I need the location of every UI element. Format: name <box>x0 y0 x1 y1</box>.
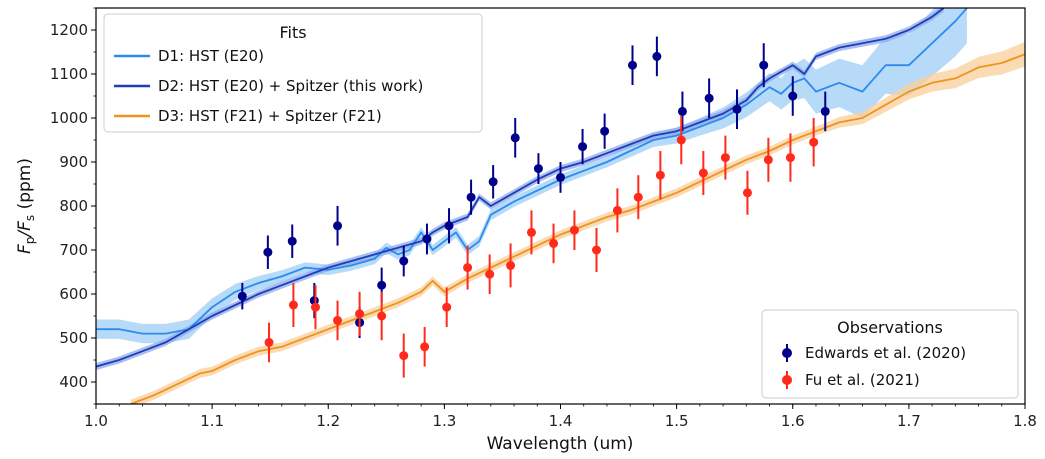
y-tick-label: 800 <box>59 197 88 215</box>
observation-point-1 <box>263 247 273 257</box>
observation-point-2 <box>633 192 643 202</box>
model-line-1 <box>96 8 968 335</box>
y-axis-ticks: 400 500 600 700 800 900 1000 1100 1200 <box>50 7 96 405</box>
observation-point-2 <box>809 137 819 147</box>
observation-point-2 <box>569 225 579 235</box>
observation-point-2 <box>785 153 795 163</box>
observation-point-1 <box>600 126 610 136</box>
observation-point-2 <box>720 153 730 163</box>
observation-point-1 <box>704 93 714 103</box>
observation-point-1 <box>466 192 476 202</box>
x-tick-label: 1.7 <box>897 412 921 430</box>
model-line-3 <box>130 53 1025 404</box>
observation-point-1 <box>627 60 637 70</box>
y-tick-label: 600 <box>59 285 88 303</box>
observation-point-1 <box>333 221 343 231</box>
observation-point-2 <box>763 155 773 165</box>
observations-legend-label-fu: Fu et al. (2021) <box>805 371 920 389</box>
observation-point-1 <box>237 291 247 301</box>
fits-legend-label-d2: D2: HST (E20) + Spitzer (this work) <box>158 77 423 95</box>
observations-legend-label-edwards: Edwards et al. (2020) <box>805 344 966 362</box>
observation-point-1 <box>399 256 409 266</box>
observations-legend-marker-fu <box>782 375 792 385</box>
observation-point-1 <box>677 106 687 116</box>
model-band-1 <box>96 8 967 344</box>
observation-point-1 <box>533 164 543 174</box>
observation-point-2 <box>549 238 559 248</box>
observation-point-2 <box>264 337 274 347</box>
observation-point-1 <box>444 221 454 231</box>
x-tick-label: 1.3 <box>432 412 456 430</box>
y-axis-label: Fp/Fs (ppm) <box>15 158 37 254</box>
observation-point-2 <box>420 342 430 352</box>
observation-point-1 <box>788 91 798 101</box>
fits-legend-title: Fits <box>279 23 306 42</box>
observation-point-2 <box>612 205 622 215</box>
observation-point-2 <box>310 302 320 312</box>
fits-legend-label-d3: D3: HST (F21) + Spitzer (F21) <box>158 107 382 125</box>
observation-point-2 <box>333 315 343 325</box>
observation-point-2 <box>485 269 495 279</box>
fits-legend: Fits D1: HST (E20) D2: HST (E20) + Spitz… <box>103 13 483 133</box>
observations-legend-title: Observations <box>837 318 943 337</box>
y-label-sub-p: p <box>23 237 37 245</box>
observation-point-1 <box>287 236 297 246</box>
x-tick-label: 1.4 <box>549 412 573 430</box>
observation-point-1 <box>488 177 498 187</box>
observations-legend: Observations Edwards et al. (2020) Fu et… <box>761 309 1019 399</box>
observation-point-2 <box>463 263 473 273</box>
observation-point-2 <box>742 188 752 198</box>
y-tick-label: 1200 <box>50 21 88 39</box>
observation-point-2 <box>355 309 365 319</box>
fits-legend-label-d1: D1: HST (E20) <box>158 47 264 65</box>
observation-point-2 <box>526 227 536 237</box>
y-label-f: F <box>15 244 35 254</box>
x-tick-label: 1.6 <box>781 412 805 430</box>
model-line-2 <box>96 8 945 368</box>
x-axis-label: Wavelength (um) <box>487 434 634 454</box>
observation-point-1 <box>578 142 588 152</box>
x-tick-label: 1.0 <box>84 412 108 430</box>
observations-legend-marker-edwards <box>782 348 792 358</box>
model-lines <box>96 8 1025 404</box>
observation-point-1 <box>820 106 830 116</box>
observation-point-2 <box>399 351 409 361</box>
y-label-sub-s: s <box>23 215 37 221</box>
observation-point-1 <box>732 104 742 114</box>
y-tick-label: 1000 <box>50 109 88 127</box>
observation-points <box>237 36 830 378</box>
observation-point-2 <box>377 311 387 321</box>
y-label-slash-f: /F <box>15 221 35 239</box>
x-tick-label: 1.5 <box>665 412 689 430</box>
observation-point-2 <box>506 260 516 270</box>
y-tick-label: 900 <box>59 153 88 171</box>
observation-point-1 <box>510 133 520 143</box>
observation-point-1 <box>759 60 769 70</box>
observation-point-2 <box>655 170 665 180</box>
model-band-3 <box>130 41 1025 404</box>
observation-point-2 <box>442 302 452 312</box>
observation-point-1 <box>652 51 662 61</box>
y-tick-label: 1100 <box>50 65 88 83</box>
fits-legend-box <box>103 13 483 133</box>
observation-point-2 <box>698 168 708 178</box>
y-label-unit: (ppm) <box>15 158 35 215</box>
observation-point-2 <box>591 245 601 255</box>
x-tick-label: 1.2 <box>316 412 340 430</box>
observation-point-2 <box>676 135 686 145</box>
y-tick-label: 500 <box>59 329 88 347</box>
x-tick-label: 1.1 <box>200 412 224 430</box>
observation-point-1 <box>377 280 387 290</box>
x-axis-ticks: 1.0 1.1 1.2 1.3 1.4 1.5 1.6 1.7 1.8 <box>84 404 1037 430</box>
observation-point-1 <box>422 234 432 244</box>
observation-point-2 <box>288 300 298 310</box>
observation-point-1 <box>556 172 565 182</box>
y-tick-label: 700 <box>59 241 88 259</box>
observations-legend-box <box>761 309 1019 399</box>
y-tick-label: 400 <box>59 373 88 391</box>
x-tick-label: 1.8 <box>1013 412 1037 430</box>
